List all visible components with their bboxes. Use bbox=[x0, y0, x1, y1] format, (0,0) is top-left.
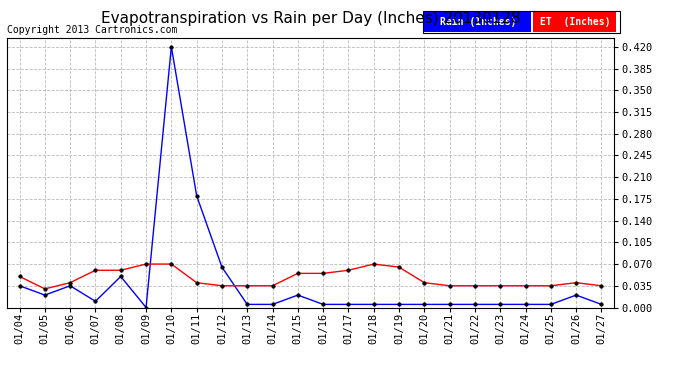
Text: Evapotranspiration vs Rain per Day (Inches) 20130128: Evapotranspiration vs Rain per Day (Inch… bbox=[101, 11, 520, 26]
Text: Rain (Inches): Rain (Inches) bbox=[440, 16, 516, 27]
Text: Copyright 2013 Cartronics.com: Copyright 2013 Cartronics.com bbox=[7, 25, 177, 35]
Text: ET  (Inches): ET (Inches) bbox=[540, 16, 610, 27]
